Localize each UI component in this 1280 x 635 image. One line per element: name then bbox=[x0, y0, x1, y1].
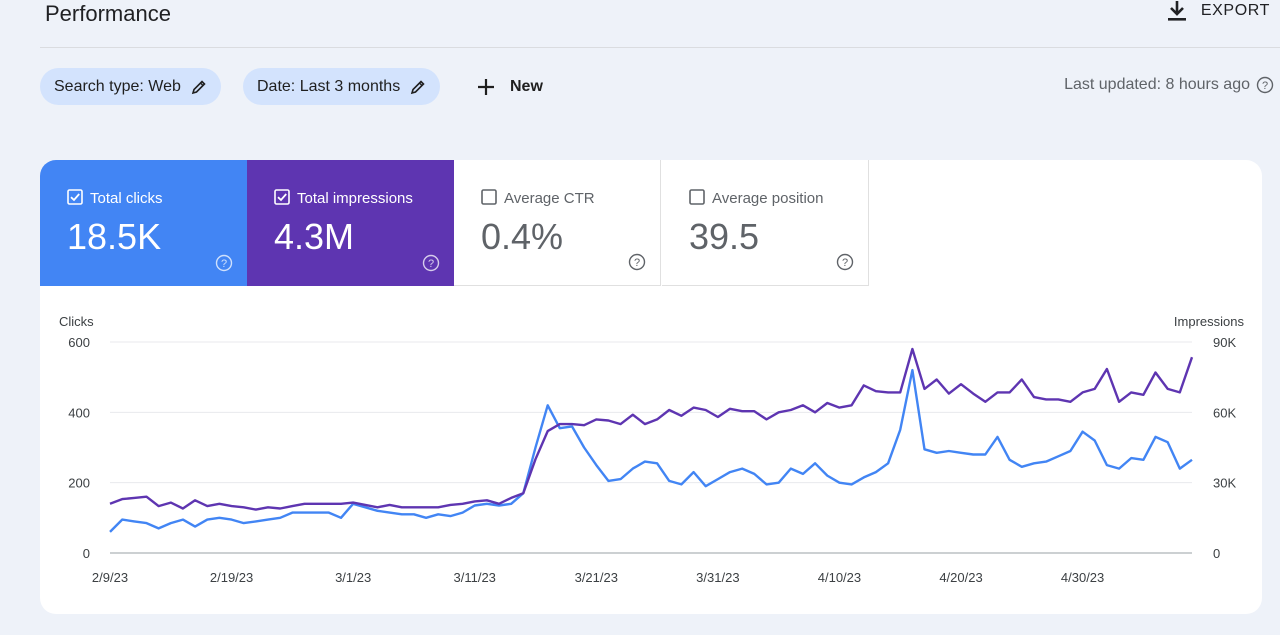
left-tick-label: 400 bbox=[68, 405, 90, 420]
search-type-filter-chip[interactable]: Search type: Web bbox=[40, 68, 221, 105]
x-tick-label: 3/1/23 bbox=[335, 570, 371, 585]
last-updated-text: Last updated: 8 hours ago bbox=[1064, 76, 1250, 93]
metric-value: 4.3M bbox=[274, 216, 355, 257]
metric-total-impressions[interactable]: Total impressions 4.3M ? bbox=[247, 160, 454, 286]
new-filter-label: New bbox=[510, 77, 543, 95]
svg-text:?: ? bbox=[1262, 80, 1268, 92]
right-axis-label: Impressions bbox=[1174, 314, 1245, 329]
series-line-clicks[interactable] bbox=[109, 368, 1193, 533]
x-tick-label: 4/10/23 bbox=[818, 570, 861, 585]
pencil-icon bbox=[191, 79, 206, 94]
metric-value: 0.4% bbox=[481, 216, 564, 257]
checkbox-unchecked-icon[interactable] bbox=[689, 189, 705, 205]
series-line-impressions[interactable] bbox=[109, 347, 1194, 511]
x-tick-label: 3/11/23 bbox=[454, 570, 496, 585]
help-icon[interactable]: ? bbox=[628, 253, 646, 271]
help-icon[interactable]: ? bbox=[422, 254, 440, 272]
left-tick-label: 0 bbox=[83, 546, 90, 561]
metric-average-position[interactable]: Average position 39.5 ? bbox=[662, 160, 869, 286]
metric-label: Average position bbox=[712, 190, 824, 207]
last-updated: Last updated: 8 hours ago ? bbox=[1064, 76, 1274, 94]
metric-label: Total impressions bbox=[297, 190, 413, 207]
plus-icon bbox=[478, 78, 494, 95]
page-title: Performance bbox=[45, 1, 171, 26]
checkbox-checked-icon[interactable] bbox=[274, 189, 290, 205]
performance-chart[interactable]: Clicks Impressions 0 0 200 30K 400 60K 600 90K 2… bbox=[40, 160, 1262, 614]
metric-value: 18.5K bbox=[67, 216, 162, 257]
right-tick-label: 0 bbox=[1213, 546, 1220, 561]
left-tick-label: 600 bbox=[68, 335, 90, 350]
x-tick-label: 4/30/23 bbox=[1061, 570, 1104, 585]
metric-value: 39.5 bbox=[689, 216, 760, 257]
svg-text:?: ? bbox=[634, 257, 640, 269]
x-tick-label: 3/31/23 bbox=[696, 570, 739, 585]
x-tick-label: 4/20/23 bbox=[939, 570, 982, 585]
x-tick-label: 2/19/23 bbox=[210, 570, 253, 585]
header-divider bbox=[40, 47, 1280, 48]
right-tick-label: 90K bbox=[1213, 335, 1236, 350]
x-tick-label: 3/21/23 bbox=[575, 570, 618, 585]
export-button[interactable]: EXPORT bbox=[1167, 0, 1270, 22]
metric-label: Total clicks bbox=[90, 190, 163, 207]
new-filter-button[interactable]: New bbox=[476, 68, 543, 105]
checkbox-unchecked-icon[interactable] bbox=[481, 189, 497, 205]
metric-label: Average CTR bbox=[504, 190, 595, 207]
metric-total-clicks[interactable]: Total clicks 18.5K ? bbox=[40, 160, 247, 286]
performance-card: Total clicks 18.5K ? Total impressions 4… bbox=[40, 160, 1262, 614]
export-label: EXPORT bbox=[1200, 2, 1270, 19]
svg-text:?: ? bbox=[428, 258, 434, 270]
date-filter-chip[interactable]: Date: Last 3 months bbox=[243, 68, 441, 105]
date-label: Date: Last 3 months bbox=[257, 77, 401, 95]
help-icon[interactable]: ? bbox=[215, 254, 233, 272]
left-tick-label: 200 bbox=[68, 476, 90, 491]
svg-text:?: ? bbox=[842, 257, 848, 269]
svg-text:?: ? bbox=[221, 258, 227, 270]
right-tick-label: 30K bbox=[1213, 476, 1236, 491]
right-tick-label: 60K bbox=[1213, 405, 1236, 420]
help-icon[interactable]: ? bbox=[1256, 76, 1274, 94]
help-icon[interactable]: ? bbox=[836, 253, 854, 271]
search-type-label: Search type: Web bbox=[54, 77, 181, 95]
metric-average-ctr[interactable]: Average CTR 0.4% ? bbox=[454, 160, 661, 286]
left-axis-label: Clicks bbox=[59, 314, 94, 329]
pencil-icon bbox=[411, 79, 425, 94]
checkbox-checked-icon[interactable] bbox=[67, 189, 83, 205]
x-tick-label: 2/9/23 bbox=[92, 570, 128, 585]
download-icon bbox=[1167, 1, 1186, 21]
